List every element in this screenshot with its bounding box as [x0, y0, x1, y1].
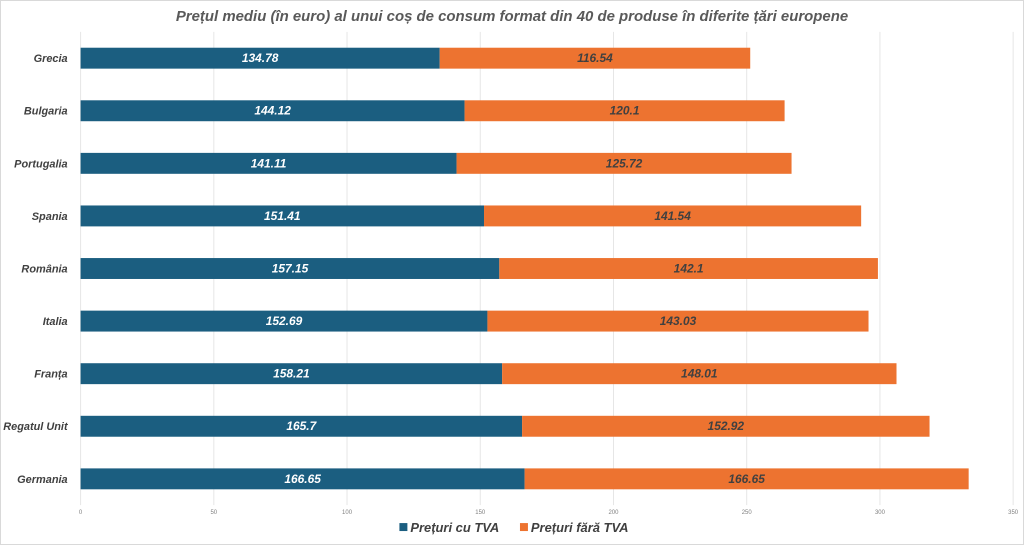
data-label: 141.11	[251, 156, 287, 170]
legend-swatch-without-vat	[519, 523, 528, 532]
x-tick-label: 300	[875, 510, 886, 516]
category-label: Regatul Unit	[3, 421, 69, 433]
data-label: 151.41	[264, 209, 301, 223]
data-label: 141.54	[654, 209, 691, 223]
bar-segment	[80, 415, 523, 437]
category-label: Germania	[17, 474, 67, 486]
category-label: România	[21, 263, 67, 275]
bar-segment	[502, 363, 897, 385]
legend-swatch-with-vat	[399, 523, 408, 532]
bar-segment	[80, 100, 465, 122]
bar-segment	[80, 47, 440, 69]
data-label: 142.1	[674, 262, 704, 276]
chart-title: Prețul mediu (în euro) al unui coș de co…	[176, 8, 848, 25]
bar-segment	[487, 310, 869, 332]
data-label: 166.65	[728, 472, 765, 486]
data-label: 148.01	[681, 367, 718, 381]
x-tick-label: 150	[475, 510, 486, 516]
data-label: 116.54	[577, 51, 613, 65]
category-label: Bulgaria	[24, 106, 68, 118]
bar-segment	[456, 152, 792, 174]
x-tick-label: 200	[608, 510, 619, 516]
bar-segment	[80, 468, 525, 490]
bar-segment	[80, 310, 488, 332]
x-tick-label: 50	[210, 510, 217, 516]
x-tick-label: 100	[342, 510, 353, 516]
data-label: 143.03	[660, 314, 697, 328]
data-label: 125.72	[606, 156, 643, 170]
category-label: Portugalia	[14, 158, 67, 170]
data-label: 120.1	[610, 104, 640, 118]
data-label: 152.69	[266, 314, 303, 328]
legend: Prețuri cu TVA Prețuri fără TVA	[399, 520, 628, 535]
plot-area: 134.78 116.54 144.12 120.1 141.11 125.72 151.4…	[80, 47, 969, 490]
bar-segment	[80, 258, 500, 279]
data-label: 158.21	[273, 367, 310, 381]
data-label: 144.12	[254, 104, 291, 118]
bar-segment	[522, 415, 930, 437]
x-tick-label: 250	[742, 510, 753, 516]
category-label: Spania	[32, 211, 68, 223]
x-tick-label: 0	[79, 510, 83, 516]
data-label: 157.15	[272, 262, 309, 276]
bar-segment	[484, 205, 862, 227]
data-label: 152.92	[708, 419, 745, 433]
category-label: Grecia	[34, 53, 68, 65]
legend-label-with-vat: Prețuri cu TVA	[410, 520, 499, 535]
x-tick-label: 350	[1008, 510, 1019, 516]
x-axis-ticks: 0 50 100 150 200 250 300 350	[79, 510, 1019, 516]
data-label: 166.65	[284, 472, 321, 486]
data-label: 165.7	[286, 419, 317, 433]
y-axis-categories: Grecia Bulgaria Portugalia Spania România Ita…	[3, 53, 69, 486]
bar-segment	[80, 205, 485, 227]
bar-segment	[80, 363, 503, 385]
category-label: Italia	[43, 316, 68, 328]
bar-segment	[499, 258, 878, 279]
legend-label-without-vat: Prețuri fără TVA	[531, 520, 629, 535]
bar-segment	[524, 468, 969, 490]
bar-segment	[464, 100, 785, 122]
category-label: Franța	[34, 369, 67, 381]
bar-segment	[80, 152, 457, 174]
data-label: 134.78	[242, 51, 279, 65]
bar-segment	[439, 47, 751, 69]
